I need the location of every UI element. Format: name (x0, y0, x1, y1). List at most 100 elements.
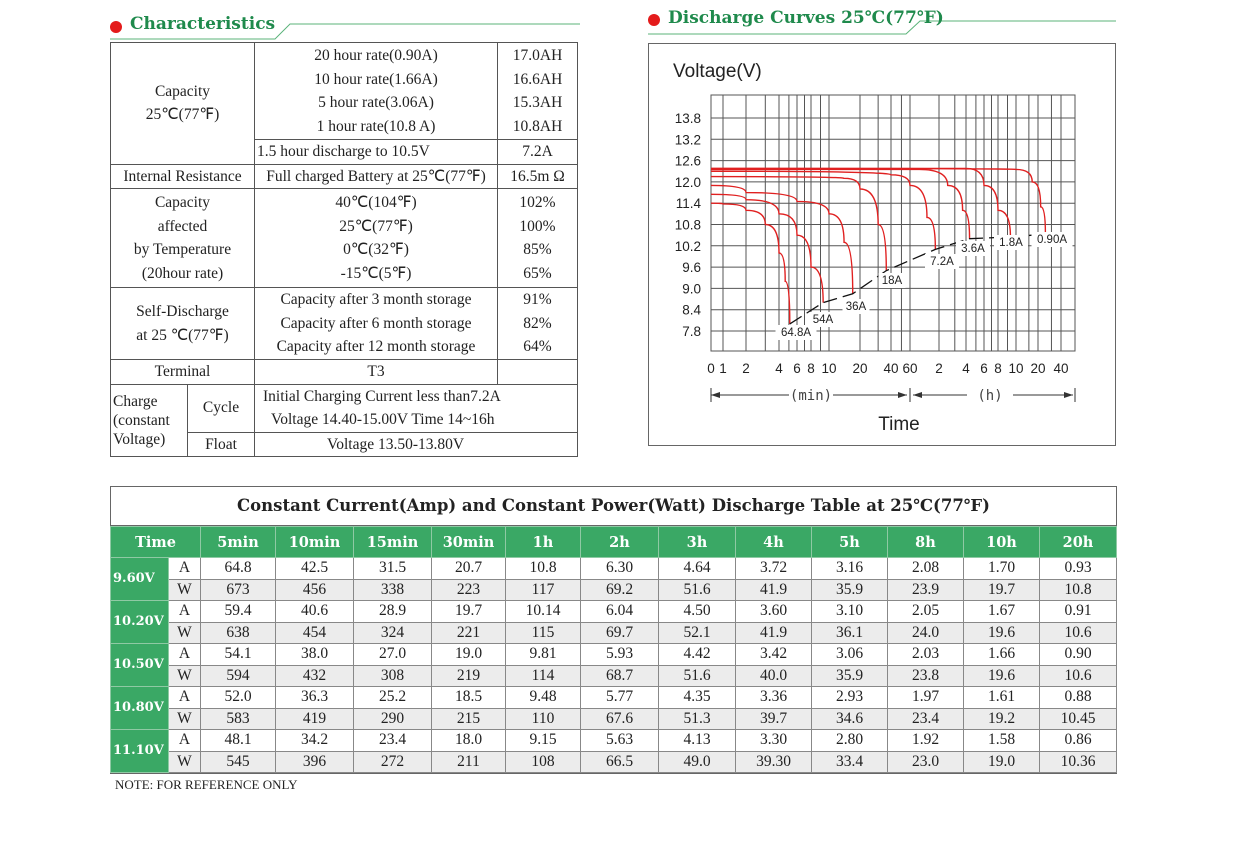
table-cell: 48.1 (200, 729, 276, 752)
curve-label: 3.6A (961, 243, 985, 255)
table-cell: 36.1 (811, 621, 888, 644)
table-cell: 19.2 (963, 707, 1040, 730)
table-row: W 545 396 272 211 108 66.5 49.0 39.30 33.4 23.0 19.… (111, 750, 1117, 773)
table-cell: 34.2 (275, 729, 354, 752)
charge-label: Charge (constant Voltage) (110, 383, 188, 457)
table-cell: 69.7 (580, 621, 659, 644)
unit-label: W (168, 621, 201, 644)
discharge-curve-64.8A (710, 202, 791, 324)
x-tick-label: 6 (980, 361, 988, 376)
column-header-5h: 5h (811, 526, 888, 558)
cycle-label: Cycle (186, 383, 256, 433)
table-cell: 115 (505, 621, 581, 644)
label-background (775, 325, 817, 340)
table-cell: 3.06 (811, 643, 888, 666)
table-cell: 40.0 (735, 664, 812, 687)
table-cell: 396 (275, 750, 354, 773)
table-cell: 41.9 (735, 578, 812, 601)
cutoff-voltage-line (789, 233, 1046, 325)
table-cell: 42.5 (275, 557, 354, 580)
internal-resistance-condition: Full charged Battery at 25℃(77℉) (254, 163, 499, 189)
label-background (809, 312, 837, 327)
table-cell: 1.67 (963, 600, 1040, 623)
table-cell: 10.45 (1039, 707, 1117, 730)
column-header-30min: 30min (431, 526, 506, 558)
table-cell: 211 (431, 750, 506, 773)
x-tick-label: 8 (807, 361, 815, 376)
table-cell: 3.60 (735, 600, 812, 623)
temperature-conditions: 40℃(104℉) 25℃(77℉) 0℃(32℉) -15℃(5℉) (254, 188, 499, 288)
bullet-icon (648, 14, 660, 26)
table-cell: 110 (505, 707, 581, 730)
label-background (956, 241, 990, 256)
table-cell: 0.86 (1039, 729, 1117, 752)
value: 85% (523, 241, 552, 258)
x-tick-label: 2 (935, 361, 943, 376)
table-cell: 27.0 (353, 643, 432, 666)
value: 15.3AH (512, 94, 563, 111)
table-cell: 23.4 (887, 707, 964, 730)
table-row: W 594 432 308 219 114 68.7 51.6 40.0 35.9 23.8 19.6… (111, 664, 1117, 687)
table-cell: 38.0 (275, 643, 354, 666)
x-tick-label: 2 (742, 361, 750, 376)
label-line: affected (157, 217, 208, 235)
value: 65% (523, 264, 552, 282)
table-row: 9.60V A 64.8 42.5 31.5 20.7 10.8 6.30 4.64 3.72 3.… (110, 557, 1117, 601)
table-cell: 28.9 (353, 600, 432, 623)
curve-label: 64.8A (781, 327, 811, 339)
x-tick-label: 60 (902, 361, 917, 376)
column-header-3h: 3h (658, 526, 736, 558)
discharge-curves-chart: 13.8 13.2 12.6 12.0 11.4 10.8 10.2 9.6 9.0 8.4 7.8… (648, 43, 1116, 446)
table-cell: 5.93 (580, 643, 659, 666)
y-tick-label: 12.6 (675, 154, 701, 169)
column-header-5min: 5min (200, 526, 276, 558)
bullet-icon (110, 21, 122, 33)
table-row: W 638 454 324 221 115 69.7 52.1 41.9 36.1 24.0 19.6… (111, 621, 1117, 644)
unit-label: W (168, 750, 201, 773)
table-cell: 3.16 (811, 557, 888, 580)
temperature-values: 102% 100% 85% 65% (497, 188, 579, 288)
discharge-curve-18A (710, 175, 887, 271)
curve-label: 1.8A (999, 237, 1023, 249)
value-line: Initial Charging Current less than7.2A (263, 387, 501, 405)
table-cell: 10.36 (1039, 750, 1117, 773)
column-header-10min: 10min (275, 526, 354, 558)
condition: 25℃(77℉) (339, 217, 413, 235)
curve-label: 54A (813, 314, 834, 326)
table-cell: 51.6 (658, 578, 736, 601)
table-cell: 456 (275, 578, 354, 601)
table-cell: 4.35 (658, 686, 736, 709)
label-line: Voltage) (113, 430, 166, 448)
chart-svg: 13.8 13.2 12.6 12.0 11.4 10.8 10.2 9.6 9.0 8.4 7.8… (673, 61, 1076, 435)
y-tick-label: 11.4 (676, 196, 702, 211)
condition: 40℃(104℉) (335, 194, 417, 211)
self-discharge-conditions: Capacity after 3 month storage Capacity … (254, 287, 499, 360)
x-tick-label: 0 (707, 361, 715, 376)
unit-label: A (168, 686, 201, 709)
unit-label: W (168, 707, 201, 730)
float-label: Float (186, 431, 256, 457)
x-tick-label: 4 (962, 361, 970, 376)
unit-label: A (168, 729, 201, 752)
table-cell: 432 (275, 664, 354, 687)
table-cell: 19.0 (431, 643, 506, 666)
curve-label: 0.90A (1037, 234, 1067, 246)
discharge-value: 7.2A (497, 139, 579, 165)
table-cell: 545 (200, 750, 276, 773)
unit-label: A (168, 643, 201, 666)
table-cell: 19.7 (963, 578, 1040, 601)
table-cell: 40.6 (275, 600, 354, 623)
table-row: 11.10V A 48.1 34.2 23.4 18.0 9.15 5.63 4.13 3.30 2… (110, 729, 1117, 773)
voltage-label: 9.60V (110, 557, 169, 601)
table-cell: 10.14 (505, 600, 581, 623)
internal-resistance-value: 16.5m Ω (497, 163, 579, 189)
y-tick-label: 10.8 (675, 218, 701, 233)
discharge-curve-54A (710, 193, 824, 303)
table-cell: 67.6 (580, 707, 659, 730)
table-cell: 36.3 (275, 686, 354, 709)
table-cell: 221 (431, 621, 506, 644)
table-cell: 0.93 (1039, 557, 1117, 580)
table-cell: 0.88 (1039, 686, 1117, 709)
capacity-values: 17.0AH 16.6AH 15.3AH 10.8AH (497, 42, 579, 140)
y-tick-label: 13.8 (675, 111, 701, 126)
